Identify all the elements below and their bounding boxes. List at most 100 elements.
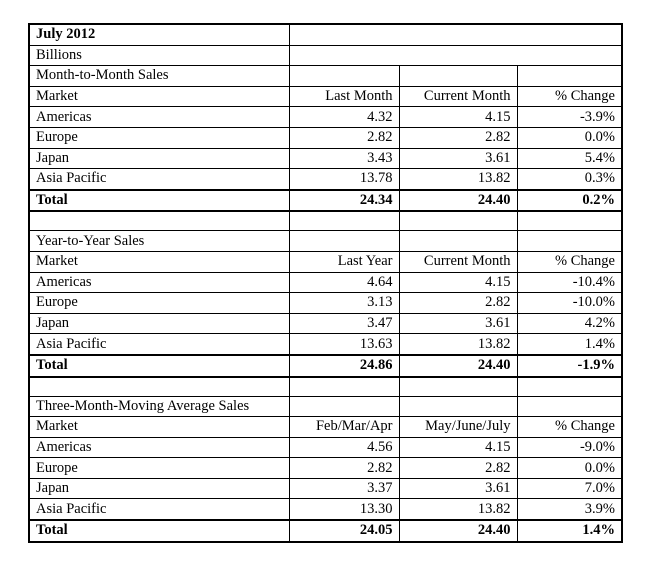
table-row: Japan 3.47 3.61 4.2%: [28, 312, 623, 335]
prior-value-cell: 4.64: [288, 271, 400, 294]
current-value-cell: 3.61: [398, 147, 518, 170]
total-label: Total: [28, 519, 290, 543]
column-header-market: Market: [28, 250, 290, 273]
total-label: Total: [28, 353, 290, 377]
table-row: Americas 4.32 4.15 -3.9%: [28, 106, 623, 128]
current-value-cell: 13.82: [398, 168, 518, 191]
market-cell: Japan: [28, 147, 290, 170]
market-cell: Asia Pacific: [28, 498, 290, 521]
prior-value-cell: 13.78: [288, 168, 400, 191]
column-header-row: Market Feb/Mar/Apr May/June/July % Chang…: [28, 416, 623, 438]
total-current-value: 24.40: [398, 353, 518, 377]
table-row: Americas 4.64 4.15 -10.4%: [28, 271, 623, 294]
current-value-cell: 13.82: [398, 333, 518, 356]
section-title: Year-to-Year Sales: [28, 230, 290, 252]
column-header-row: Market Last Month Current Month % Change: [28, 85, 623, 108]
change-cell: 5.4%: [516, 147, 623, 170]
prior-value-cell: 3.47: [288, 312, 400, 335]
table-row: Japan 3.43 3.61 5.4%: [28, 147, 623, 170]
current-value-cell: 4.15: [398, 106, 518, 128]
table-row: Japan 3.37 3.61 7.0%: [28, 477, 623, 500]
current-value-cell: 4.15: [398, 436, 518, 459]
prior-value-cell: 2.82: [288, 457, 400, 479]
total-label: Total: [28, 188, 290, 212]
column-header-current: Current Month: [398, 250, 518, 273]
change-cell: 7.0%: [516, 477, 623, 500]
prior-value-cell: 13.30: [288, 498, 400, 521]
table-row: Asia Pacific 13.30 13.82 3.9%: [28, 498, 623, 521]
total-change: 1.4%: [516, 519, 623, 543]
sales-table: July 2012 Billions Month-to-Month Sales …: [28, 23, 623, 543]
total-row: Total 24.05 24.40 1.4%: [28, 519, 623, 543]
column-header-prior: Last Year: [288, 250, 400, 273]
total-current-value: 24.40: [398, 188, 518, 212]
change-cell: 0.0%: [516, 457, 623, 479]
market-cell: Europe: [28, 126, 290, 149]
units-row: Billions: [28, 44, 623, 67]
prior-value-cell: 2.82: [288, 126, 400, 149]
section-title: Three-Month-Moving Average Sales: [28, 395, 290, 418]
units-label: Billions: [28, 44, 290, 67]
section-title-row: Month-to-Month Sales: [28, 65, 623, 87]
market-cell: Americas: [28, 271, 290, 294]
market-cell: Americas: [28, 436, 290, 459]
prior-value-cell: 4.56: [288, 436, 400, 459]
column-header-change: % Change: [516, 416, 623, 438]
total-row: Total 24.34 24.40 0.2%: [28, 188, 623, 212]
section-title: Month-to-Month Sales: [28, 65, 290, 87]
change-cell: 4.2%: [516, 312, 623, 335]
spacer-row: [28, 375, 623, 397]
column-header-prior: Last Month: [288, 85, 400, 108]
table-row: Asia Pacific 13.78 13.82 0.3%: [28, 168, 623, 191]
column-header-current: May/June/July: [398, 416, 518, 438]
column-header-row: Market Last Year Current Month % Change: [28, 250, 623, 273]
report-title: July 2012: [28, 23, 290, 46]
table-row: Europe 2.82 2.82 0.0%: [28, 457, 623, 479]
table-row: Europe 3.13 2.82 -10.0%: [28, 292, 623, 314]
table-row: Europe 2.82 2.82 0.0%: [28, 126, 623, 149]
table-row: Americas 4.56 4.15 -9.0%: [28, 436, 623, 459]
section-title-row: Three-Month-Moving Average Sales: [28, 395, 623, 418]
change-cell: 1.4%: [516, 333, 623, 356]
total-prior-value: 24.34: [288, 188, 400, 212]
total-prior-value: 24.86: [288, 353, 400, 377]
market-cell: Japan: [28, 312, 290, 335]
current-value-cell: 3.61: [398, 312, 518, 335]
column-header-prior: Feb/Mar/Apr: [288, 416, 400, 438]
table-row: Asia Pacific 13.63 13.82 1.4%: [28, 333, 623, 356]
total-change: 0.2%: [516, 188, 623, 212]
total-current-value: 24.40: [398, 519, 518, 543]
prior-value-cell: 3.37: [288, 477, 400, 500]
current-value-cell: 2.82: [398, 126, 518, 149]
column-header-market: Market: [28, 416, 290, 438]
current-value-cell: 4.15: [398, 271, 518, 294]
spacer-row: [28, 210, 623, 232]
change-cell: -10.0%: [516, 292, 623, 314]
current-value-cell: 2.82: [398, 292, 518, 314]
prior-value-cell: 4.32: [288, 106, 400, 128]
market-cell: Americas: [28, 106, 290, 128]
prior-value-cell: 3.43: [288, 147, 400, 170]
prior-value-cell: 13.63: [288, 333, 400, 356]
change-cell: 3.9%: [516, 498, 623, 521]
total-row: Total 24.86 24.40 -1.9%: [28, 353, 623, 377]
total-prior-value: 24.05: [288, 519, 400, 543]
current-value-cell: 3.61: [398, 477, 518, 500]
market-cell: Asia Pacific: [28, 168, 290, 191]
change-cell: -9.0%: [516, 436, 623, 459]
market-cell: Japan: [28, 477, 290, 500]
column-header-change: % Change: [516, 85, 623, 108]
market-cell: Europe: [28, 292, 290, 314]
prior-value-cell: 3.13: [288, 292, 400, 314]
current-value-cell: 13.82: [398, 498, 518, 521]
change-cell: -10.4%: [516, 271, 623, 294]
change-cell: 0.0%: [516, 126, 623, 149]
change-cell: -3.9%: [516, 106, 623, 128]
section-title-row: Year-to-Year Sales: [28, 230, 623, 252]
market-cell: Asia Pacific: [28, 333, 290, 356]
column-header-current: Current Month: [398, 85, 518, 108]
current-value-cell: 2.82: [398, 457, 518, 479]
column-header-change: % Change: [516, 250, 623, 273]
market-cell: Europe: [28, 457, 290, 479]
title-row: July 2012: [28, 23, 623, 46]
